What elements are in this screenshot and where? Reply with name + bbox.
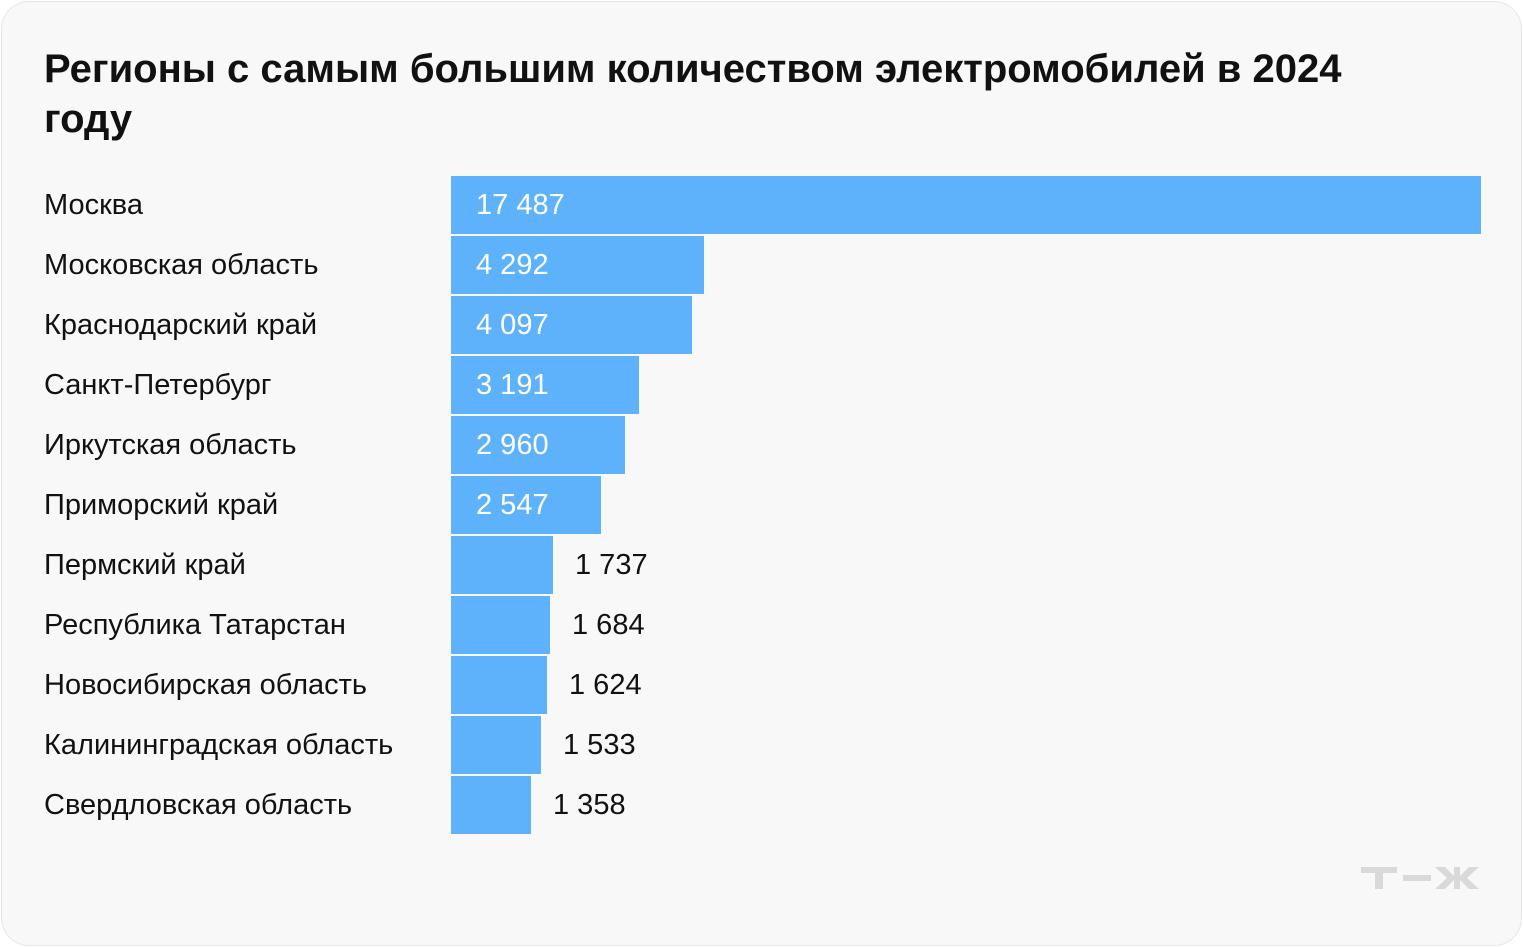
tzh-logo (1361, 867, 1479, 889)
category-label: Свердловская область (44, 789, 353, 821)
bar (451, 416, 625, 474)
value-label: 1 624 (569, 669, 642, 701)
category-label: Санкт-Петербург (44, 369, 272, 401)
category-label: Иркутская область (44, 429, 297, 461)
bar (451, 236, 704, 294)
bar (451, 176, 1481, 234)
bar (451, 656, 547, 714)
value-label: 4 292 (476, 249, 549, 281)
bar (451, 296, 692, 354)
value-label: 2 960 (476, 429, 549, 461)
bar (451, 536, 553, 594)
value-label: 4 097 (476, 309, 549, 341)
value-label: 17 487 (476, 189, 565, 221)
value-label: 1 684 (572, 609, 645, 641)
value-label: 2 547 (476, 489, 549, 521)
bar (451, 776, 531, 834)
category-label: Калининградская область (44, 729, 394, 761)
bar (451, 476, 601, 534)
category-label: Москва (44, 189, 144, 221)
bar (451, 596, 550, 654)
category-label: Приморский край (44, 489, 279, 521)
bar (451, 356, 639, 414)
value-label: 1 358 (553, 789, 626, 821)
category-label: Пермский край (44, 549, 246, 581)
value-label: 1 737 (575, 549, 648, 581)
category-label: Республика Татарстан (44, 609, 346, 641)
category-label: Краснодарский край (44, 309, 318, 341)
chart-title: Регионы с самым большим количеством элек… (44, 47, 1342, 141)
category-label: Новосибирская область (44, 669, 368, 701)
category-label: Московская область (44, 249, 319, 281)
value-label: 3 191 (476, 369, 549, 401)
value-label: 1 533 (563, 729, 636, 761)
bar (451, 716, 541, 774)
